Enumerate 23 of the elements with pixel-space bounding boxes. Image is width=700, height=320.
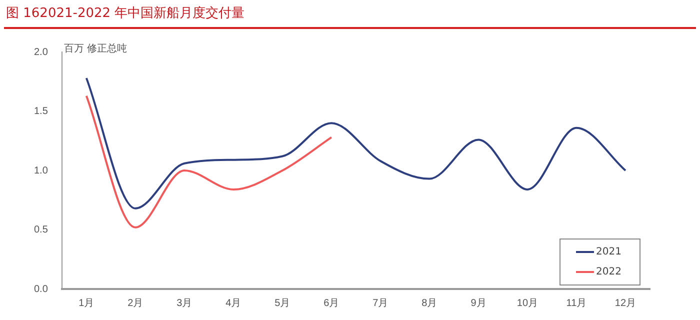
x-tick-label: 5月 [274,298,290,309]
chart-title: 图 162021-2022 年中国新船月度交付量 [6,5,245,22]
x-tick-label: 6月 [324,298,340,309]
x-tick-label: 3月 [176,298,192,309]
y-tick-label: 2.0 [34,46,48,58]
line-series [85,94,332,228]
x-tick-label: 11月 [566,298,587,309]
x-tick-label: 1月 [78,298,94,309]
y-tick-label: 0.5 [34,224,48,236]
line-series [85,77,626,210]
x-tick-label: 2月 [128,298,144,309]
x-tick-label: 12月 [614,298,636,309]
y-tick-label: 1.5 [34,106,48,117]
x-tick-label: 4月 [226,298,242,309]
x-tick-label: 10月 [516,298,538,309]
legend-label: 2022 [596,266,622,278]
y-tick-label: 1.0 [34,165,48,176]
x-tick-label: 8月 [422,298,438,309]
y-axis-title: 百万 修正总吨 [64,42,128,55]
x-tick-label: 9月 [470,298,486,309]
y-tick-label: 0.0 [34,284,48,295]
legend-label: 2021 [596,246,622,258]
x-tick-label: 7月 [372,298,388,309]
